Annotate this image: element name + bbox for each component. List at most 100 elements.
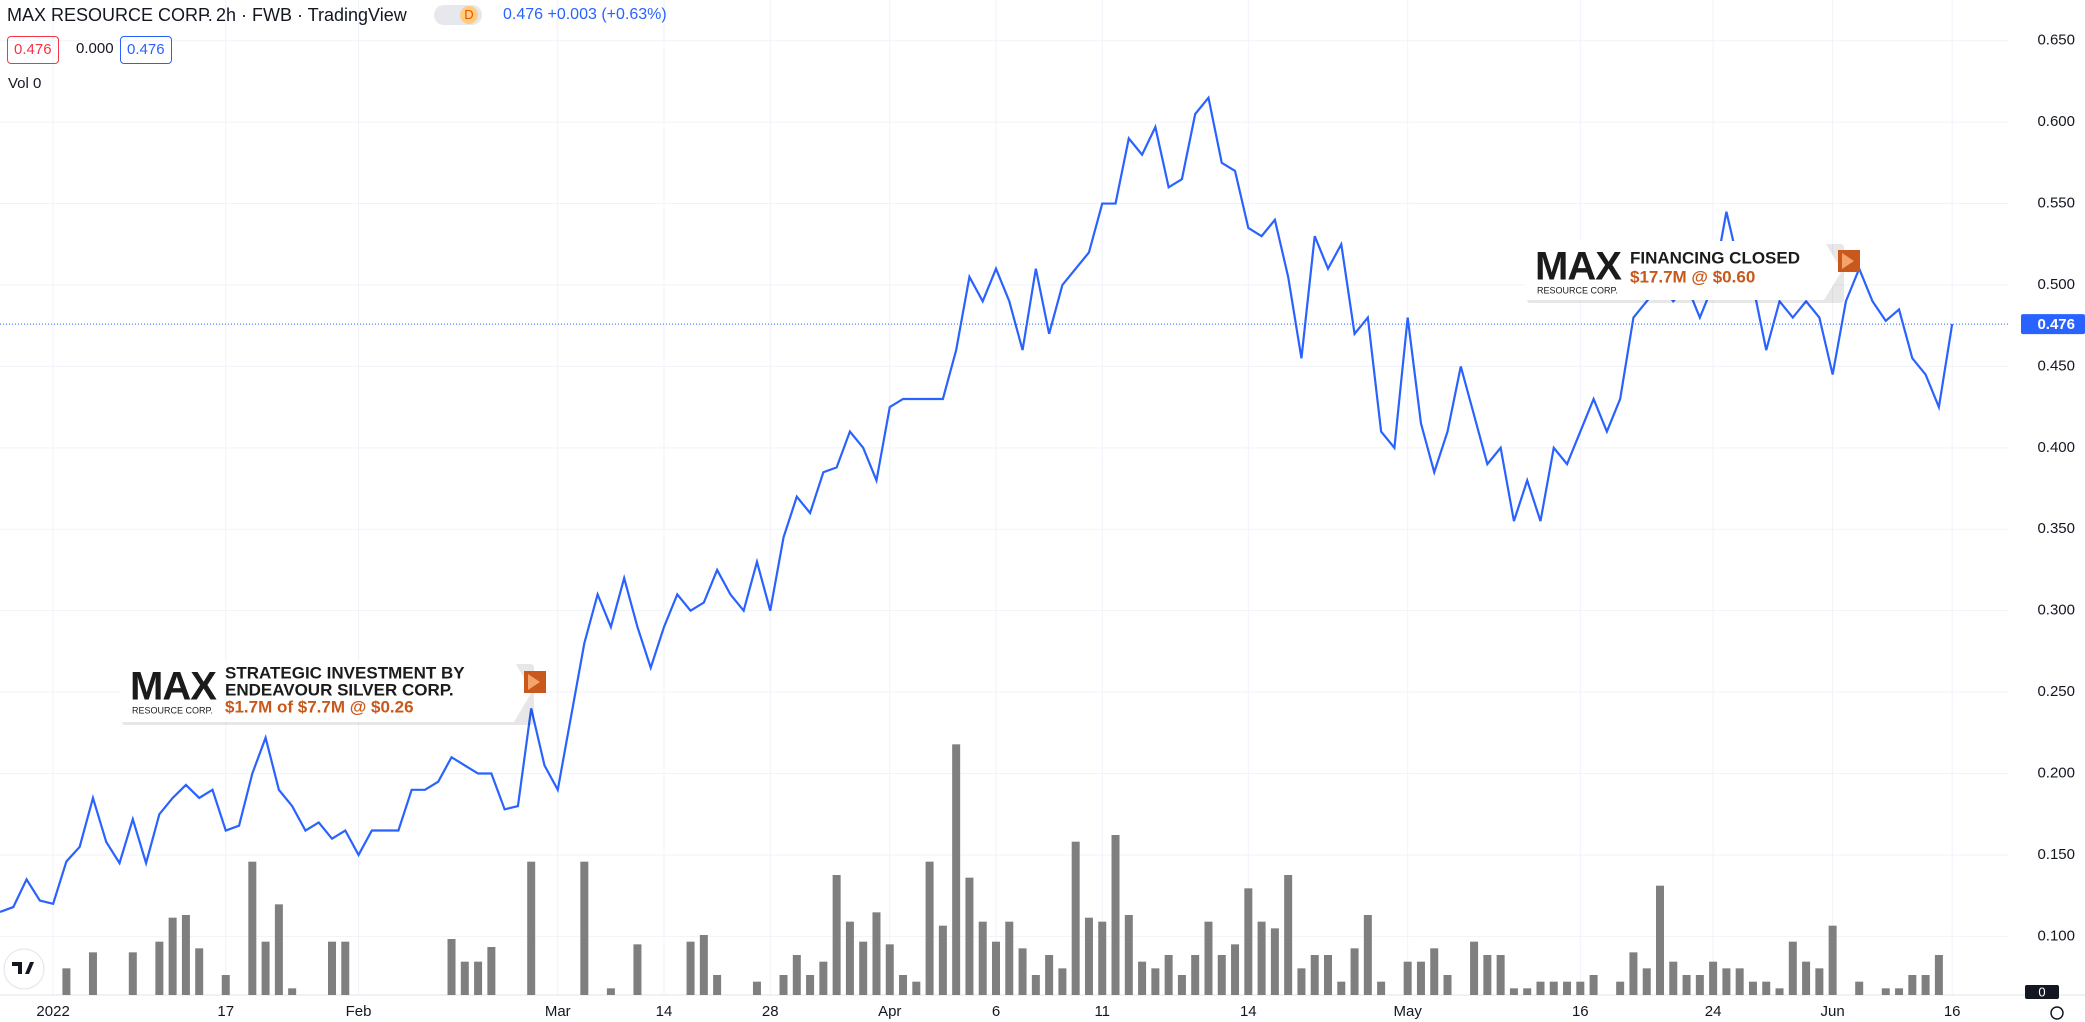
volume-bar [1164, 955, 1173, 995]
volume-bar [1297, 968, 1306, 995]
x-tick-label: 2022 [36, 1003, 69, 1020]
volume-bar [1363, 915, 1372, 995]
volume-bar [221, 975, 230, 995]
volume-bar [606, 988, 615, 995]
y-tick-label: 0.500 [2037, 276, 2075, 293]
volume-bar [1324, 955, 1332, 995]
volume-bar [1071, 841, 1080, 995]
volume-bar [1895, 988, 1904, 995]
details: · 2h · FWB · TradingView [205, 5, 407, 25]
last-price-label: 0.476 [2037, 316, 2075, 333]
volume-bar [1629, 952, 1638, 995]
volume-bar [447, 939, 456, 995]
volume-bar [845, 921, 854, 995]
volume-bar [859, 941, 868, 995]
volume-bar [1748, 981, 1757, 995]
volume-bar [992, 941, 1000, 995]
volume-bar [965, 877, 974, 995]
volume-bar [1523, 988, 1532, 995]
logo-sub: RESOURCE CORP. [132, 705, 213, 715]
last-price-tag [2021, 314, 2085, 335]
volume-bar [1257, 921, 1266, 995]
volume-bar [1350, 948, 1359, 995]
callout-detail: $17.7M @ $0.60 [1630, 267, 1755, 286]
volume-bar [686, 941, 695, 995]
volume-bar [527, 861, 536, 995]
volume-bar [1098, 921, 1107, 995]
volume-bar [1045, 955, 1054, 995]
volume-bar [779, 975, 788, 995]
y-tick-label: 0.400 [2037, 439, 2075, 456]
y2-tick-label: 0 [2038, 984, 2045, 999]
volume-bar [938, 925, 947, 995]
volume-bar [274, 904, 283, 995]
x-tick-label: 28 [762, 1003, 779, 1020]
x-tick-label: Apr [878, 1003, 901, 1020]
x-tick-label: May [1394, 1003, 1423, 1020]
volume-bar [341, 941, 350, 995]
callout-marker-arrow [1842, 253, 1854, 269]
volume-bar [1310, 955, 1319, 995]
volume-bar [168, 917, 177, 995]
volume-bar [633, 944, 642, 995]
x-tick-label: Mar [545, 1003, 571, 1020]
volume-bar [155, 941, 164, 995]
volume-bar [713, 975, 722, 995]
volume-bar [1616, 981, 1625, 995]
volume-bar [1695, 975, 1704, 995]
volume-bar [1908, 975, 1917, 995]
y-tick-label: 0.150 [2037, 846, 2075, 863]
volume-bar [1788, 941, 1797, 995]
volume-bar [181, 915, 190, 995]
ohlc-box: 0.476 [120, 36, 172, 64]
volume-bar [752, 981, 761, 995]
volume-bar [1682, 975, 1691, 995]
x-tick-label: 16 [1944, 1003, 1961, 1020]
volume-bar [580, 861, 589, 995]
volume-bar [1735, 968, 1744, 995]
volume-bar [1270, 928, 1279, 995]
volume-bar [1536, 981, 1545, 995]
badge-pill[interactable]: D [434, 5, 482, 25]
volume-bar [261, 941, 270, 995]
ohlc-box: 0.000 [76, 40, 114, 57]
volume-bar [1337, 981, 1346, 995]
volume-bar [1802, 961, 1811, 995]
volume-bar [872, 912, 881, 995]
volume-bar [474, 961, 483, 995]
volume-bar [1124, 915, 1133, 995]
x-tick-label: 14 [1240, 1003, 1257, 1020]
volume-bar [1151, 968, 1160, 995]
volume-bar [1377, 981, 1386, 995]
volume-bar [1855, 981, 1864, 995]
tv-logo-mark [12, 962, 34, 974]
x-tick-label: Jun [1821, 1003, 1845, 1020]
volume-bar [925, 861, 934, 995]
volume-bar [248, 861, 257, 995]
volume-bar [328, 941, 336, 995]
logo: MAX [1535, 245, 1622, 289]
tv-logo [3, 948, 45, 990]
volume-bar [1549, 981, 1558, 995]
quote: 0.476 +0.003 (+0.63%) [503, 6, 667, 23]
callout-box [1525, 241, 1842, 300]
volume-bar [806, 975, 815, 995]
y-tick-label: 0.300 [2037, 602, 2075, 619]
volume-bar [1669, 961, 1678, 995]
x-tick-label: 11 [1094, 1003, 1110, 1020]
price-line [0, 95, 1954, 913]
logo-sub: RESOURCE CORP. [1537, 285, 1618, 295]
callout-box [120, 661, 532, 722]
badge: D [460, 6, 478, 24]
callout-marker-arrow [528, 674, 540, 690]
settings-icon [2050, 1006, 2064, 1020]
logo: MAX [130, 665, 217, 709]
volume-bar [288, 988, 297, 995]
volume-bar [1483, 955, 1492, 995]
volume-bar [128, 952, 137, 995]
callout-detail: $1.7M of $7.7M @ $0.26 [225, 697, 414, 716]
volume-bar [1470, 941, 1479, 995]
